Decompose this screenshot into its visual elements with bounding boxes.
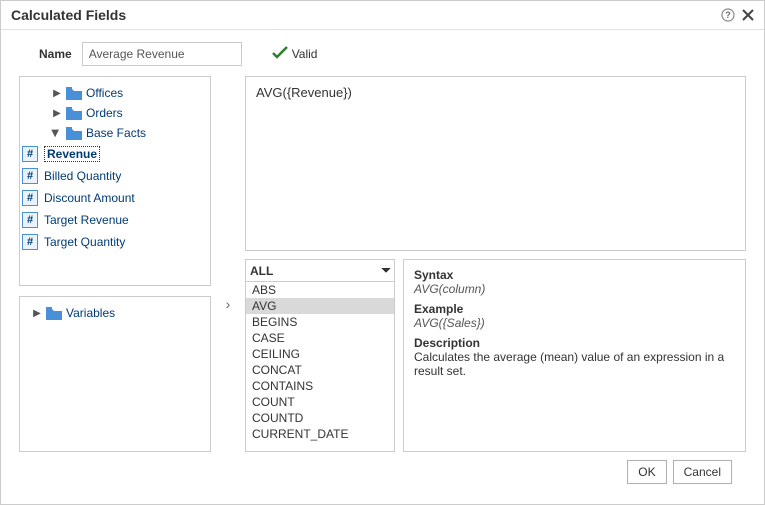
name-label: Name — [39, 47, 72, 61]
tree-leaf-label: Revenue — [44, 146, 100, 162]
measure-icon: # — [22, 212, 38, 228]
tree-leaf-revenue[interactable]: # Revenue — [22, 143, 208, 165]
measure-icon: # — [22, 190, 38, 206]
right-column: AVG({Revenue}) ALL ABS AVG BEGINS CASE C… — [245, 76, 746, 452]
example-text: AVG({Sales}) — [414, 316, 735, 330]
function-item[interactable]: COUNTD — [246, 410, 394, 426]
top-row: Name Valid — [19, 42, 746, 66]
check-icon — [272, 46, 288, 63]
tree-leaf-label: Billed Quantity — [44, 169, 121, 183]
function-filter-select[interactable]: ALL — [246, 260, 394, 282]
folder-icon — [66, 87, 82, 100]
insert-field-button[interactable]: › — [219, 216, 237, 312]
syntax-heading: Syntax — [414, 268, 735, 282]
function-item[interactable]: ABS — [246, 282, 394, 298]
tree-node-orders[interactable]: ▶ Orders — [22, 103, 208, 123]
validation-status: Valid — [272, 46, 318, 63]
svg-text:?: ? — [725, 10, 731, 20]
function-item[interactable]: CEILING — [246, 346, 394, 362]
cancel-button[interactable]: Cancel — [673, 460, 732, 484]
tree-leaf-target-quantity[interactable]: # Target Quantity — [22, 231, 208, 253]
function-list[interactable]: ABS AVG BEGINS CASE CEILING CONCAT CONTA… — [246, 282, 394, 451]
left-column: ▶ Offices ▶ Orders ▶ Base Facts — [19, 76, 211, 452]
fields-tree-panel[interactable]: ▶ Offices ▶ Orders ▶ Base Facts — [19, 76, 211, 286]
description-heading: Description — [414, 336, 735, 350]
function-item[interactable]: CASE — [246, 330, 394, 346]
variables-tree-panel[interactable]: ▶ Variables — [19, 296, 211, 452]
dialog-footer: OK Cancel — [19, 452, 746, 496]
tree-label: Variables — [66, 306, 115, 320]
syntax-text: AVG(column) — [414, 282, 735, 296]
chevron-right-icon: ▶ — [52, 88, 62, 99]
chevron-right-icon: ▶ — [52, 108, 62, 119]
folder-icon — [66, 127, 82, 140]
function-item[interactable]: AVG — [246, 298, 394, 314]
function-item[interactable]: CURRENT_DATE — [246, 426, 394, 442]
name-input[interactable] — [82, 42, 242, 66]
folder-icon — [46, 307, 62, 320]
function-column: ALL ABS AVG BEGINS CASE CEILING CONCAT C… — [245, 259, 395, 452]
function-help-panel: Syntax AVG(column) Example AVG({Sales}) … — [403, 259, 746, 452]
ok-button[interactable]: OK — [627, 460, 666, 484]
measure-icon: # — [22, 234, 38, 250]
example-heading: Example — [414, 302, 735, 316]
titlebar: Calculated Fields ? — [1, 1, 764, 30]
main-row: ▶ Offices ▶ Orders ▶ Base Facts — [19, 76, 746, 452]
tree-leaf-label: Target Quantity — [44, 235, 125, 249]
tree-node-offices[interactable]: ▶ Offices — [22, 83, 208, 103]
tree-label: Base Facts — [86, 126, 146, 140]
dialog-title: Calculated Fields — [11, 7, 716, 23]
function-item[interactable]: CONTAINS — [246, 378, 394, 394]
measure-icon: # — [22, 168, 38, 184]
help-icon[interactable]: ? — [720, 7, 736, 23]
tree-label: Orders — [86, 106, 123, 120]
description-text: Calculates the average (mean) value of a… — [414, 350, 735, 378]
validation-label: Valid — [292, 47, 318, 61]
tree-leaf-target-revenue[interactable]: # Target Revenue — [22, 209, 208, 231]
function-item[interactable]: CONCAT — [246, 362, 394, 378]
measure-icon: # — [22, 146, 38, 162]
function-item[interactable]: BEGINS — [246, 314, 394, 330]
name-group: Name — [39, 42, 242, 66]
dialog-content: Name Valid ▶ Offices ▶ — [1, 30, 764, 504]
tree-leaf-label: Discount Amount — [44, 191, 135, 205]
calculated-fields-dialog: Calculated Fields ? Name Valid — [0, 0, 765, 505]
tree-node-variables[interactable]: ▶ Variables — [22, 303, 208, 323]
formula-text: AVG({Revenue}) — [256, 85, 352, 100]
bottom-row: ALL ABS AVG BEGINS CASE CEILING CONCAT C… — [245, 259, 746, 452]
formula-editor[interactable]: AVG({Revenue}) — [245, 76, 746, 251]
tree-leaf-label: Target Revenue — [44, 213, 129, 227]
function-item[interactable]: COUNT — [246, 394, 394, 410]
tree-leaf-billed-quantity[interactable]: # Billed Quantity — [22, 165, 208, 187]
tree-leaf-discount-amount[interactable]: # Discount Amount — [22, 187, 208, 209]
tree-node-base-facts[interactable]: ▶ Base Facts — [22, 123, 208, 143]
folder-icon — [66, 107, 82, 120]
chevron-down-icon: ▶ — [50, 128, 61, 138]
close-icon[interactable] — [740, 7, 756, 23]
chevron-right-icon: ▶ — [32, 308, 42, 319]
tree-label: Offices — [86, 86, 123, 100]
